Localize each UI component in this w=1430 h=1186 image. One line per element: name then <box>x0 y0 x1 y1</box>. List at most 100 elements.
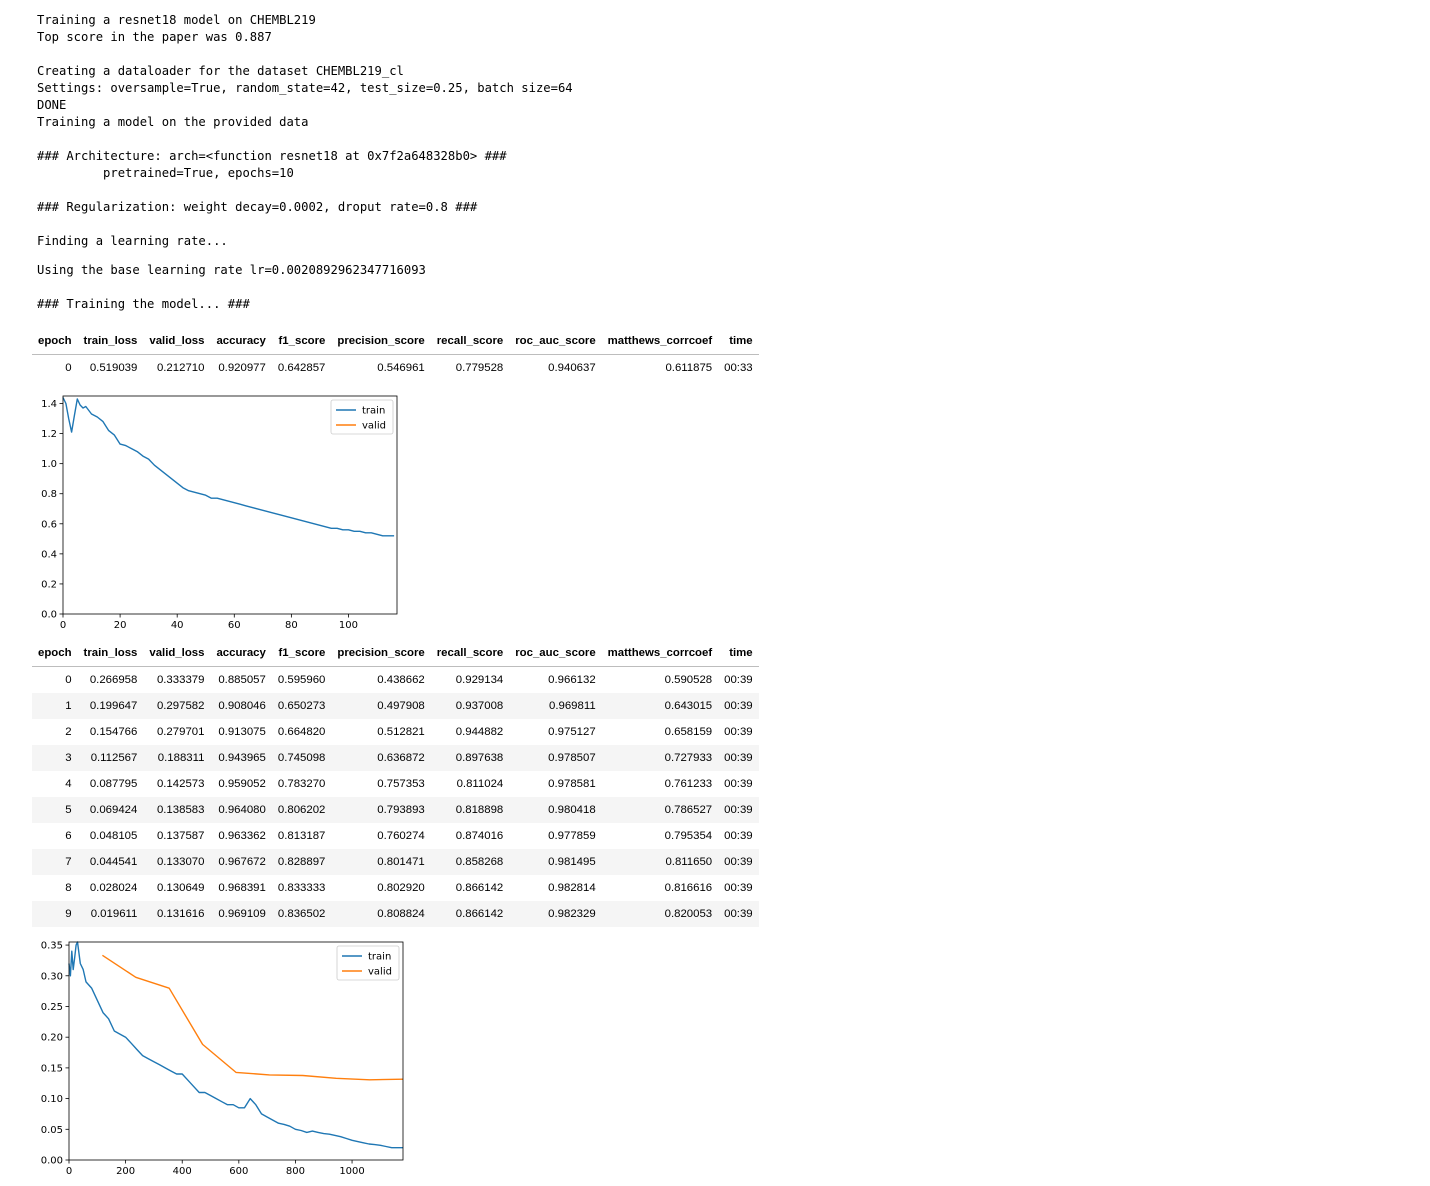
table-cell: 0.833333 <box>277 882 326 894</box>
series-line-train <box>62 397 395 537</box>
log-line: pretrained=True, epochs=10 <box>37 166 294 180</box>
table-cell: 0.929134 <box>455 674 504 686</box>
table-cell: 00:39 <box>724 752 753 764</box>
table-cell: 0.137587 <box>156 830 205 842</box>
table-header-row: epoch train_loss valid_loss accuracy f1_scor… <box>32 640 759 667</box>
y-tick-label: 1.4 <box>41 399 57 410</box>
y-tick-label: 0.00 <box>41 1156 63 1167</box>
column-header-matthews-corrcoef: matthews_corrcoef <box>601 328 719 355</box>
table-cell: 0.978507 <box>548 752 596 764</box>
training-status-line: ### Training the model... ### <box>37 297 250 311</box>
table-cell: 0.438662 <box>377 674 425 686</box>
table-cell: 0.969811 <box>549 700 596 712</box>
plot-frame <box>62 395 398 615</box>
table-cell: 0.546961 <box>377 362 425 374</box>
table-cell: 00:39 <box>724 830 753 842</box>
table-cell: 0.975127 <box>548 726 596 738</box>
table-cell: 0.519039 <box>89 362 138 374</box>
table-cell: 0.808824 <box>377 908 425 920</box>
table-cell: 7 <box>65 856 72 868</box>
column-header-f1-score: f1_score <box>271 640 332 667</box>
table-cell: 00:33 <box>724 362 753 374</box>
table-cell: 0.897638 <box>455 752 504 764</box>
table-cell: 0.866142 <box>455 882 504 894</box>
table-cell: 00:39 <box>724 856 753 868</box>
table-cell: 0.969109 <box>218 908 266 920</box>
table-cell: 0.512821 <box>377 726 425 738</box>
column-header-matthews-corrcoef: matthews_corrcoef <box>601 640 719 667</box>
table-cell: 0.131616 <box>156 908 205 920</box>
table-cell: 0.019611 <box>90 908 138 920</box>
legend-label-train: train <box>368 952 391 963</box>
table-cell: 0.920977 <box>218 362 266 374</box>
table-cell: 00:39 <box>724 700 753 712</box>
table-cell: 0.795354 <box>664 830 713 842</box>
log-line <box>37 131 573 148</box>
plot-frame <box>68 941 404 1161</box>
table-cell: 00:39 <box>724 882 753 894</box>
column-header-roc-auc-score: roc_auc_score <box>509 328 602 355</box>
x-tick-label: 100 <box>339 620 358 631</box>
log-line: Finding a learning rate... <box>37 234 228 248</box>
series-line-valid <box>102 954 404 1081</box>
series-line-train <box>68 941 403 1149</box>
legend-label-train: train <box>362 406 385 417</box>
y-tick-label: 0.0 <box>41 610 57 621</box>
table-cell: 9 <box>65 908 72 920</box>
table-cell: 0.981495 <box>548 856 596 868</box>
table-cell: 0.760274 <box>377 830 425 842</box>
table-cell: 0.959052 <box>218 778 266 790</box>
log-line: Settings: oversample=True, random_state=… <box>37 81 573 95</box>
column-header-epoch: epoch <box>32 328 78 355</box>
table-cell: 0.188311 <box>157 752 205 764</box>
table-cell: 0.044541 <box>89 856 138 868</box>
log-line <box>37 182 573 199</box>
table-cell: 0.820053 <box>664 908 713 920</box>
y-tick-label: 0.4 <box>41 549 57 560</box>
table-cell: 0.658159 <box>664 726 713 738</box>
table-cell: 0.836502 <box>277 908 326 920</box>
table-cell: 0.908046 <box>218 700 266 712</box>
table-cell: 00:39 <box>724 778 753 790</box>
table-cell: 0.874016 <box>455 830 504 842</box>
y-tick-label: 0.25 <box>41 1002 63 1013</box>
column-header-precision-score: precision_score <box>331 328 431 355</box>
x-tick-label: 60 <box>228 620 241 631</box>
column-header-roc-auc-score: roc_auc_score <box>509 640 602 667</box>
table-cell: 0.966132 <box>548 674 596 686</box>
table-cell: 0.199647 <box>89 700 138 712</box>
table-cell: 0.858268 <box>455 856 504 868</box>
table-cell: 3 <box>65 752 72 764</box>
table-cell: 0.497908 <box>377 700 425 712</box>
x-tick-label: 200 <box>116 1166 135 1177</box>
column-header-accuracy: accuracy <box>210 328 272 355</box>
x-tick-label: 1000 <box>339 1166 364 1177</box>
log-line <box>37 46 573 63</box>
y-tick-label: 0.05 <box>41 1125 63 1136</box>
table-cell: 2 <box>65 726 72 738</box>
log-line: ### Regularization: weight decay=0.0002,… <box>37 200 478 214</box>
table-cell: 0.048105 <box>89 830 138 842</box>
table-cell: 0.982814 <box>548 882 596 894</box>
table-cell: 0.636872 <box>377 752 425 764</box>
table-row: 3 0.112567 0.188311 0.943965 0.745098 0.63687… <box>32 745 759 771</box>
table-cell: 0.937008 <box>455 700 504 712</box>
table-cell: 0.727933 <box>664 752 713 764</box>
column-header-epoch: epoch <box>32 640 78 667</box>
log-line: Training a resnet18 model on CHEMBL219 <box>37 13 316 27</box>
table-row: 5 0.069424 0.138583 0.964080 0.806202 0.79389… <box>32 797 759 823</box>
table-cell: 00:39 <box>724 804 753 816</box>
table-cell: 0.133070 <box>156 856 205 868</box>
table-cell: 0.980418 <box>548 804 596 816</box>
table-cell: 0.757353 <box>377 778 425 790</box>
column-header-recall-score: recall_score <box>430 328 510 355</box>
log-line: DONE <box>37 98 67 112</box>
console-log: Training a resnet18 model on CHEMBL219 To… <box>37 12 573 250</box>
table-cell: 0.816616 <box>664 882 713 894</box>
x-tick-label: 0 <box>60 620 66 631</box>
y-tick-label: 1.2 <box>41 429 57 440</box>
table-cell: 0.944882 <box>455 726 504 738</box>
table-cell: 4 <box>65 778 72 790</box>
column-header-precision-score: precision_score <box>331 640 431 667</box>
table-cell: 0.611875 <box>665 362 713 374</box>
